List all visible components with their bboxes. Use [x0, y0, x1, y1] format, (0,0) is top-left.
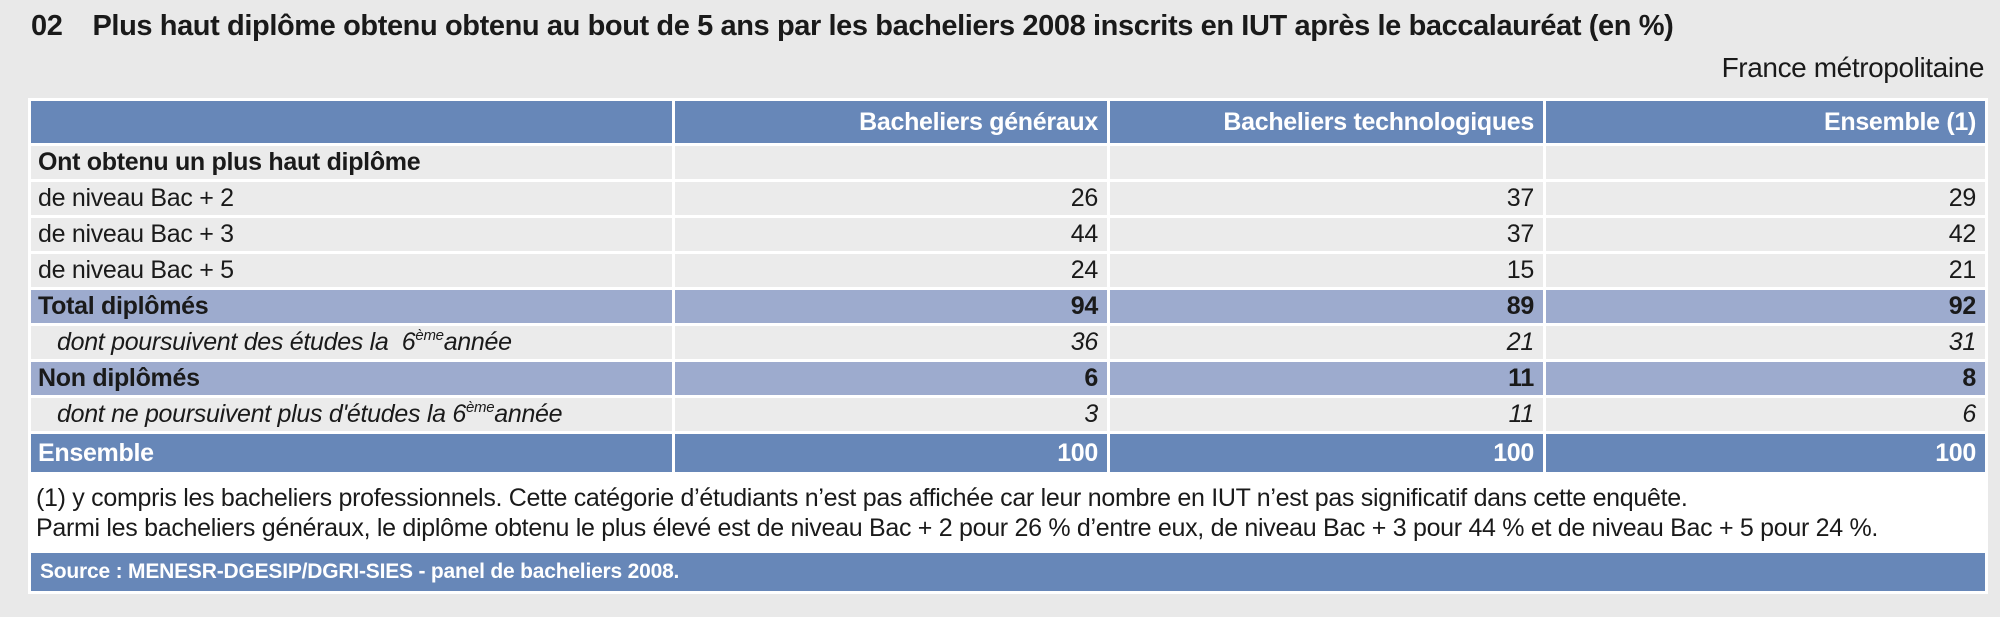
- table-cell: 89: [1110, 290, 1543, 323]
- table-cell: 6: [1546, 398, 1985, 431]
- row-label: dont ne poursuivent plus d'études la 6 èm…: [31, 398, 672, 431]
- source-bar: Source : MENESR-DGESIP/DGRI-SIES - panel…: [31, 553, 1985, 591]
- row-label: Non diplômés: [31, 362, 672, 395]
- table-row-ensemble: Ensemble 100 100 100: [31, 434, 1985, 472]
- table-cell: 21: [1546, 254, 1985, 287]
- table-row-non-diplomes: Non diplômés 6 11 8: [31, 362, 1985, 395]
- table-cell: 92: [1546, 290, 1985, 323]
- column-header-bacheliers-technologiques: Bacheliers technologiques: [1110, 101, 1543, 143]
- row-label: Ensemble: [31, 434, 672, 472]
- table-cell: 8: [1546, 362, 1985, 395]
- table-cell: 100: [1546, 434, 1985, 472]
- table-cell: 26: [675, 182, 1107, 215]
- table-row: dont poursuivent des études la 6 ème anné…: [31, 326, 1985, 359]
- table-cell: 3: [675, 398, 1107, 431]
- superscript: ème: [465, 398, 495, 416]
- table-cell: 31: [1546, 326, 1985, 359]
- column-header-ensemble: Ensemble (1): [1546, 101, 1985, 143]
- row-label: Total diplômés: [31, 290, 672, 323]
- row-label: de niveau Bac + 3: [31, 218, 672, 251]
- table-row: de niveau Bac + 5 24 15 21: [31, 254, 1985, 287]
- figure-number: 02: [31, 10, 63, 42]
- column-header-empty: [31, 101, 672, 143]
- page-title: Plus haut diplôme obtenu obtenu au bout …: [92, 10, 1674, 42]
- footnote-1: (1) y compris les bacheliers professionn…: [36, 484, 1688, 512]
- figure-title: 02 Plus haut diplôme obtenu obtenu au bo…: [0, 10, 2000, 43]
- row-label: Ont obtenu un plus haut diplôme: [31, 146, 672, 179]
- table-cell: 11: [1110, 398, 1543, 431]
- table-row: dont ne poursuivent plus d'études la 6 èm…: [31, 398, 1985, 431]
- row-label: dont poursuivent des études la 6 ème anné…: [31, 326, 672, 359]
- superscript: ème: [415, 326, 444, 344]
- table-cell: [1110, 146, 1543, 179]
- table-cell: [1546, 146, 1985, 179]
- table-cell: 94: [675, 290, 1107, 323]
- table-header-row: Bacheliers généraux Bacheliers technolog…: [31, 101, 1985, 143]
- row-label: de niveau Bac + 2: [31, 182, 672, 215]
- footnotes: (1) y compris les bacheliers professionn…: [31, 475, 1985, 553]
- table-row: de niveau Bac + 2 26 37 29: [31, 182, 1985, 215]
- table-cell: 15: [1110, 254, 1543, 287]
- table-cell: 36: [675, 326, 1107, 359]
- scope-subtitle: France métropolitaine: [1721, 52, 1985, 83]
- table-row: de niveau Bac + 3 44 37 42: [31, 218, 1985, 251]
- table-row: Ont obtenu un plus haut diplôme: [31, 146, 1985, 179]
- table-cell: 44: [675, 218, 1107, 251]
- table-cell: 6: [675, 362, 1107, 395]
- row-label: de niveau Bac + 5: [31, 254, 672, 287]
- table-cell: 100: [1110, 434, 1543, 472]
- footnote-2: Parmi les bacheliers généraux, le diplôm…: [36, 514, 1879, 542]
- table-cell: 29: [1546, 182, 1985, 215]
- table-cell: 37: [1110, 182, 1543, 215]
- column-header-bacheliers-generaux: Bacheliers généraux: [675, 101, 1107, 143]
- table-cell: 37: [1110, 218, 1543, 251]
- table-cell: 100: [675, 434, 1107, 472]
- table-cell: 42: [1546, 218, 1985, 251]
- table-cell: 24: [675, 254, 1107, 287]
- table-row-total-diplomes: Total diplômés 94 89 92: [31, 290, 1985, 323]
- table-cell: 11: [1110, 362, 1543, 395]
- table-cell: 21: [1110, 326, 1543, 359]
- table-panel: Bacheliers généraux Bacheliers technolog…: [28, 98, 1988, 594]
- table-cell: [675, 146, 1107, 179]
